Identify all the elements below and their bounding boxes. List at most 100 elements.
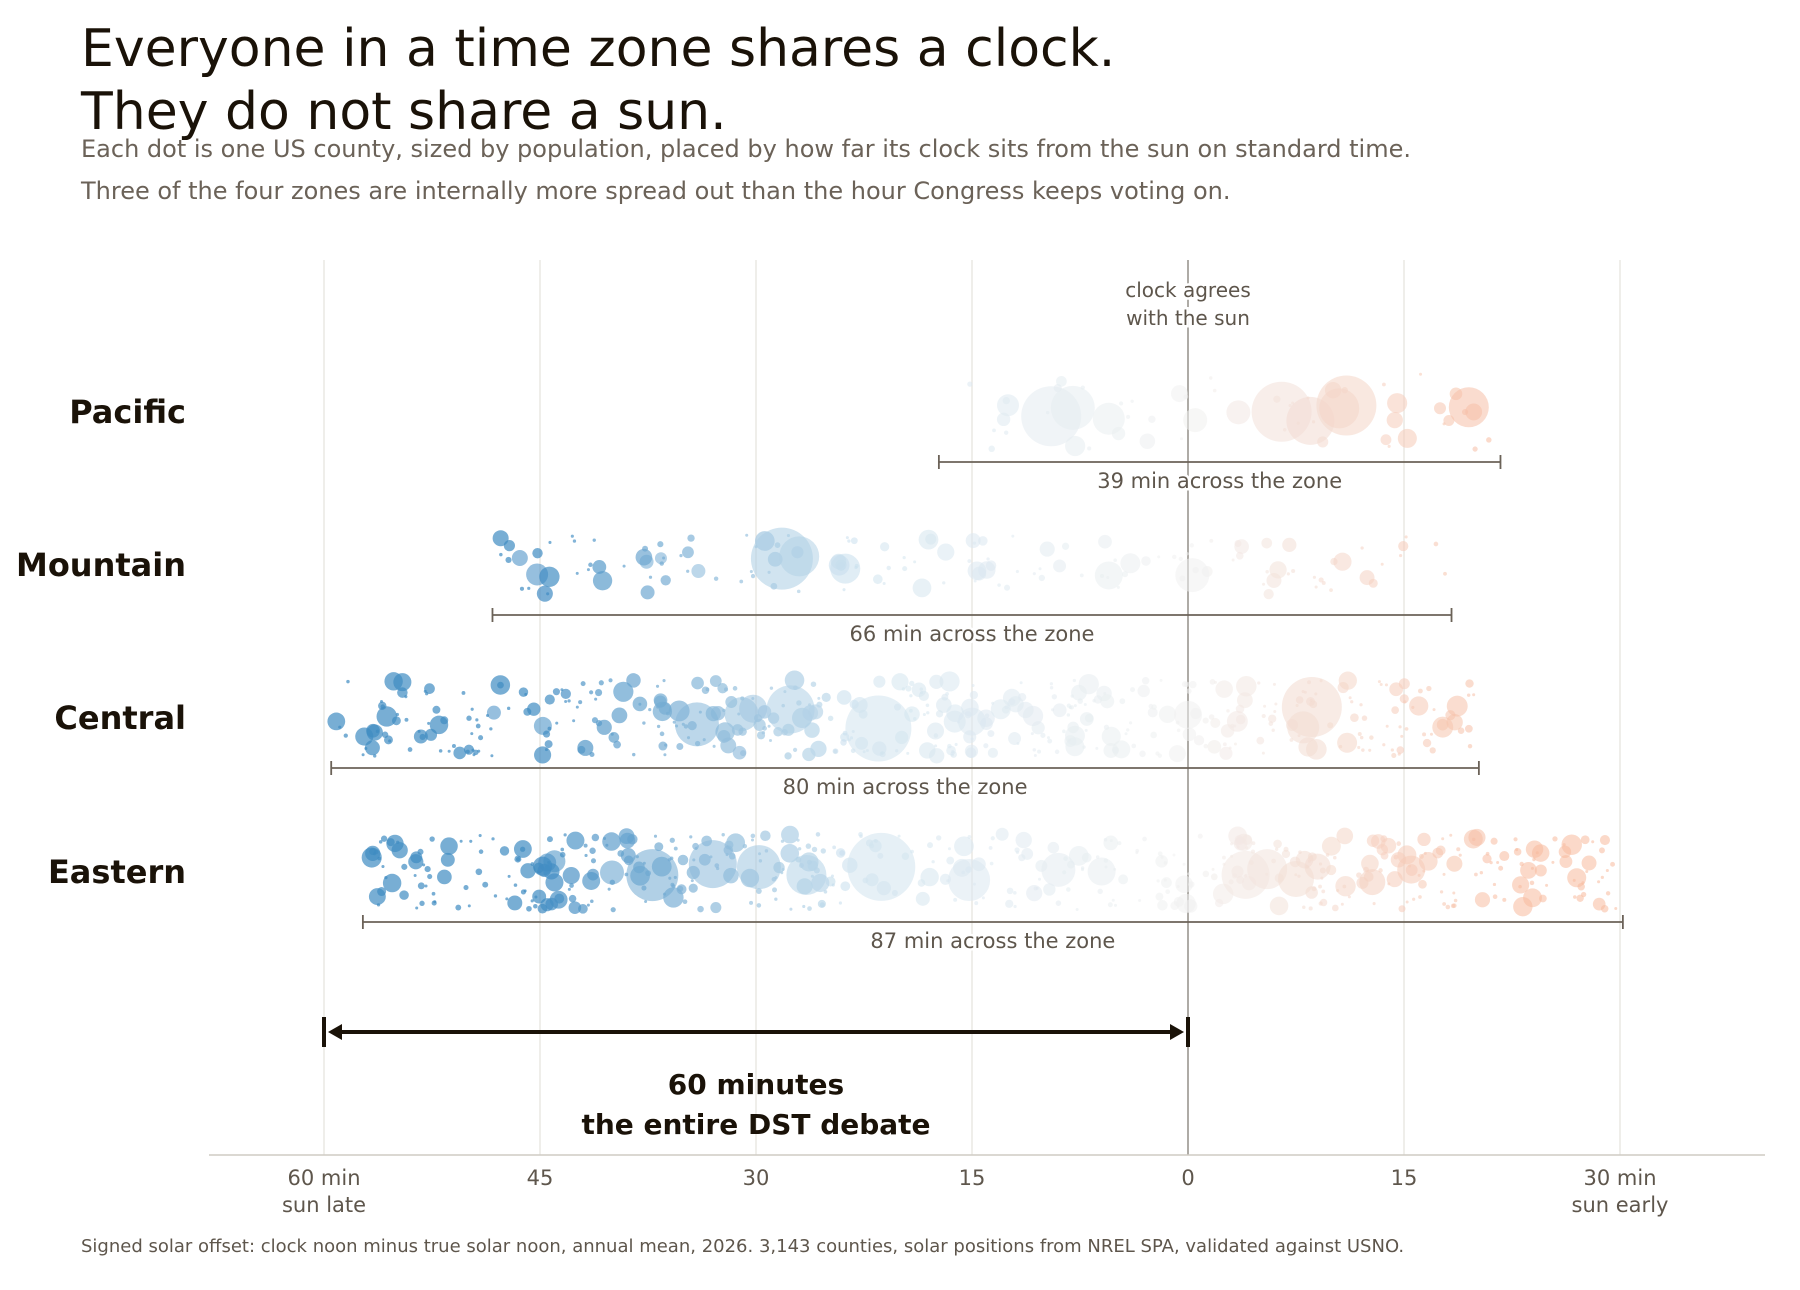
county-dot — [455, 904, 462, 911]
county-dot — [909, 680, 915, 687]
debate-arrowhead-left — [328, 1024, 342, 1040]
county-dot — [491, 837, 495, 841]
county-dot — [1015, 831, 1032, 849]
county-dot — [1337, 732, 1358, 753]
county-dot — [1418, 895, 1422, 899]
county-dot — [1357, 745, 1361, 750]
x-tick-label-line: 0 — [1181, 1166, 1194, 1190]
county-dot — [1222, 742, 1227, 747]
county-dot — [589, 847, 596, 854]
county-dot — [1101, 726, 1121, 746]
county-dot — [431, 891, 436, 896]
county-dot — [1185, 552, 1189, 556]
county-dot — [1139, 433, 1156, 450]
county-dot — [1274, 702, 1278, 706]
county-dot — [1398, 905, 1406, 913]
county-dot — [1597, 880, 1601, 884]
county-dot — [1417, 688, 1423, 694]
county-dot-large — [736, 845, 781, 890]
county-dot — [1458, 853, 1462, 857]
county-dot — [640, 585, 655, 600]
county-dot — [1442, 902, 1447, 906]
county-dot — [453, 746, 467, 760]
county-dot — [568, 901, 582, 914]
county-dot — [1014, 847, 1020, 853]
county-dot — [569, 883, 574, 888]
county-dot-large — [1183, 408, 1208, 433]
county-dot — [1577, 883, 1585, 891]
county-dot — [710, 902, 722, 914]
county-dot — [608, 678, 613, 683]
county-dot — [1479, 871, 1484, 875]
county-dot — [1056, 375, 1067, 387]
county-dot — [820, 848, 826, 854]
county-dot — [1474, 892, 1491, 908]
county-dot — [926, 722, 945, 740]
subtitle-line-2: Three of the four zones are internally m… — [81, 177, 1231, 205]
county-dot — [762, 726, 767, 731]
county-dot — [626, 673, 641, 688]
county-dot — [1474, 872, 1478, 877]
county-dot — [1451, 903, 1457, 908]
x-tick-label: 30 min sun early — [1572, 1166, 1669, 1217]
zone-dots — [492, 527, 1447, 602]
county-dot-large — [1175, 558, 1210, 593]
county-dot — [1443, 571, 1447, 576]
county-dot — [1006, 887, 1014, 895]
county-dot — [659, 731, 665, 737]
county-dot — [575, 571, 579, 575]
x-tick-label-line: sun early — [1572, 1193, 1669, 1217]
county-dot — [902, 556, 906, 560]
county-dot — [577, 739, 594, 756]
county-dot — [507, 895, 523, 911]
county-dot — [724, 687, 729, 692]
county-dot — [415, 906, 419, 910]
county-dot — [399, 890, 409, 900]
county-dot — [1065, 737, 1085, 757]
county-dot — [1130, 399, 1134, 403]
county-dot — [1329, 588, 1333, 593]
county-dot — [1318, 884, 1323, 889]
county-dot — [1103, 692, 1107, 696]
county-dot — [427, 874, 433, 880]
county-dot — [1178, 556, 1183, 561]
county-dot — [384, 876, 388, 880]
county-dot — [1610, 861, 1616, 867]
county-dot — [755, 888, 762, 894]
county-dot — [467, 904, 471, 908]
county-dot — [1078, 673, 1099, 695]
county-dot — [499, 552, 503, 557]
county-dot — [1405, 900, 1409, 904]
county-dot — [1062, 729, 1066, 734]
county-dot — [648, 575, 653, 579]
county-dot — [1412, 897, 1416, 901]
county-dot — [831, 883, 835, 887]
county-dot — [1026, 885, 1043, 902]
county-dot — [902, 566, 908, 572]
county-dot — [913, 717, 917, 721]
county-dot-large — [1304, 853, 1331, 880]
county-dot — [1083, 702, 1087, 706]
debate-label-line: the entire DST debate — [581, 1108, 930, 1141]
county-dot — [562, 866, 580, 885]
county-dot — [1404, 727, 1409, 731]
county-dot-large — [674, 702, 719, 747]
county-dot — [676, 742, 684, 750]
county-dot — [1126, 728, 1130, 732]
county-dot — [1426, 685, 1432, 692]
range-label: 87 min across the zone — [870, 929, 1115, 953]
county-dot — [1069, 705, 1074, 710]
county-dot — [1512, 876, 1530, 894]
county-dot — [1113, 903, 1118, 907]
county-dot — [424, 728, 438, 741]
county-dot — [1084, 728, 1088, 732]
county-dot — [515, 856, 521, 862]
county-dot — [427, 721, 431, 725]
county-dot — [1128, 721, 1133, 725]
county-dot — [1472, 693, 1476, 697]
x-tick-label-line: sun late — [282, 1193, 366, 1217]
county-dot — [530, 899, 534, 903]
title-line-1: Everyone in a time zone shares a clock. — [81, 19, 1116, 79]
county-dot — [1039, 541, 1055, 557]
county-dot — [1605, 891, 1611, 896]
